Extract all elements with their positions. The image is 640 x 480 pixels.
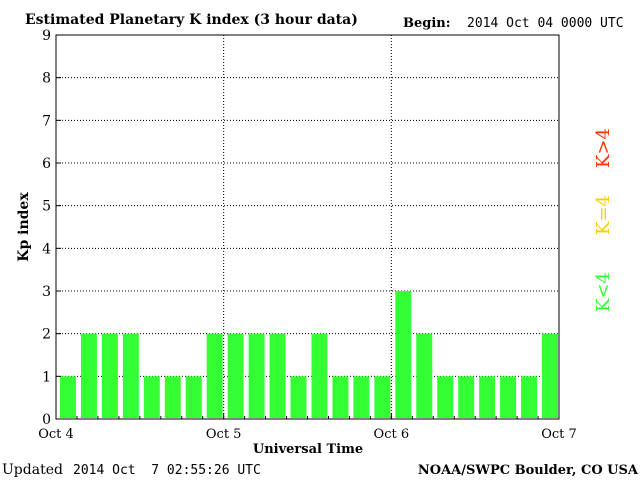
kp-bar	[60, 376, 76, 418]
updated-label: Updated	[2, 462, 63, 478]
kp-bar	[101, 333, 118, 418]
kp-bar	[206, 333, 223, 418]
legend-k-greater-4: K>4	[593, 128, 614, 168]
y-tick-label: 7	[42, 113, 51, 129]
kp-bar	[227, 333, 244, 418]
kp-bar	[332, 376, 349, 418]
kp-bar	[437, 376, 454, 418]
y-tick-label: 9	[42, 28, 51, 44]
kp-bar	[122, 333, 139, 418]
kp-bar	[311, 333, 328, 418]
legend-k-equal-4: K=4	[593, 195, 614, 235]
x-tick-label: Oct 7	[541, 427, 577, 442]
y-tick-label: 4	[42, 241, 51, 257]
kp-bar	[416, 333, 433, 418]
kp-bar	[143, 376, 160, 418]
kp-bar	[248, 333, 265, 418]
kp-bar	[269, 333, 286, 418]
kp-bar	[479, 376, 496, 418]
y-tick-label: 8	[42, 71, 51, 87]
bar-series	[60, 291, 558, 418]
source-credit: NOAA/SWPC Boulder, CO USA	[418, 463, 639, 478]
y-tick-label: 5	[42, 199, 51, 215]
y-tick-label: 1	[42, 369, 51, 385]
kp-bar	[290, 376, 307, 418]
x-ticks: Oct 4 Oct 5 Oct 6 Oct 7	[38, 413, 577, 442]
y-tick-label: 3	[42, 284, 51, 300]
y-tick-label: 2	[42, 327, 51, 343]
kp-bar	[500, 376, 517, 418]
begin-value: 2014 Oct 04 0000 UTC	[467, 16, 624, 31]
y-tick-label: 6	[42, 156, 51, 172]
grid-lines	[56, 35, 559, 419]
kp-bar	[458, 376, 475, 418]
x-axis-label: Universal Time	[253, 442, 363, 457]
y-ticks: 0 1 2 3 4 5 6 7 8 9	[42, 28, 61, 428]
kp-bar	[185, 376, 202, 418]
chart-title: Estimated Planetary K index (3 hour data…	[25, 12, 358, 28]
y-tick-label: 0	[42, 412, 51, 428]
updated-value: 2014 Oct 7 02:55:26 UTC	[73, 463, 261, 478]
kp-bar	[395, 291, 412, 418]
x-tick-label: Oct 4	[38, 427, 74, 442]
kp-bar	[374, 376, 391, 418]
begin-label: Begin:	[403, 16, 451, 31]
kp-bar	[164, 376, 181, 418]
kp-bar	[542, 333, 558, 418]
kp-bar	[353, 376, 370, 418]
legend-k-less-4: K<4	[593, 272, 614, 312]
x-tick-label: Oct 6	[374, 427, 410, 442]
kp-bar	[521, 376, 538, 418]
y-axis-label: Kp index	[16, 192, 32, 262]
x-tick-label: Oct 5	[206, 427, 242, 442]
kp-bar	[80, 333, 97, 418]
